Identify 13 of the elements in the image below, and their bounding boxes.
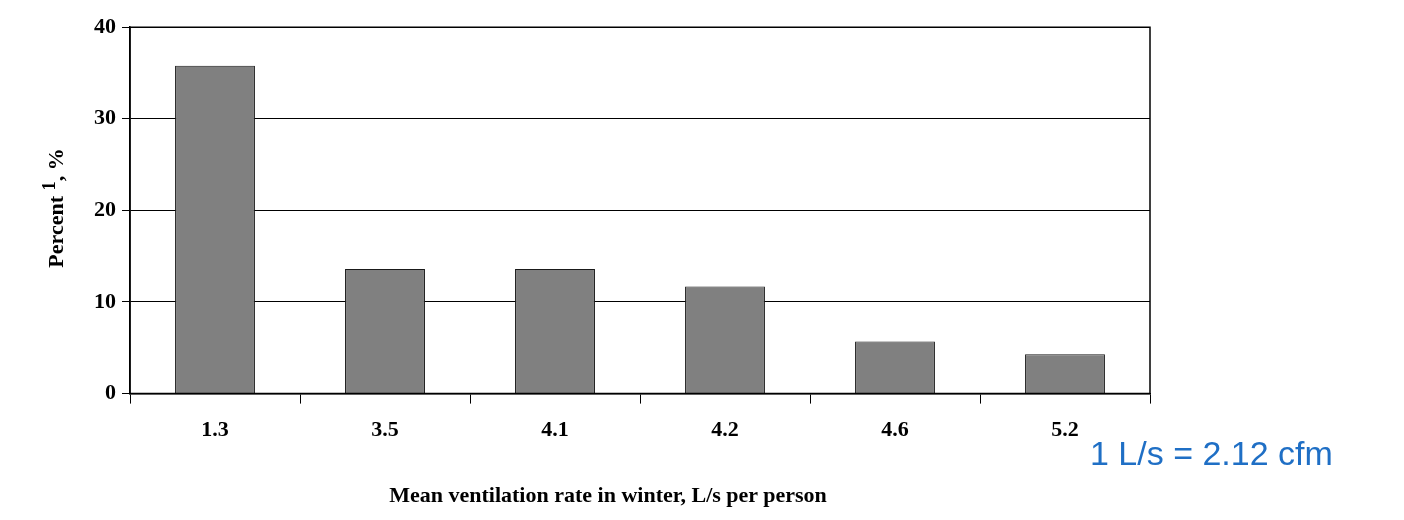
y-tick-label: 10 [94,287,116,313]
y-tick-label: 0 [105,379,116,405]
x-tick-label: 3.5 [371,416,399,442]
text: 1 L/s = 2.12 cfm [1090,434,1333,473]
x-tick-label: 4.1 [541,416,569,442]
y-tick-label: 20 [94,196,116,222]
x-axis-title: Mean ventilation rate in winter, L/s per person [389,482,827,508]
x-tick-label: 5.2 [1051,416,1079,442]
y-tick-label: 30 [94,104,116,130]
x-tick-label: 1.3 [201,416,229,442]
x-tick-label: 4.2 [711,416,739,442]
y-tick-label: 40 [94,12,116,38]
x-tick-label: 4.6 [881,416,909,442]
